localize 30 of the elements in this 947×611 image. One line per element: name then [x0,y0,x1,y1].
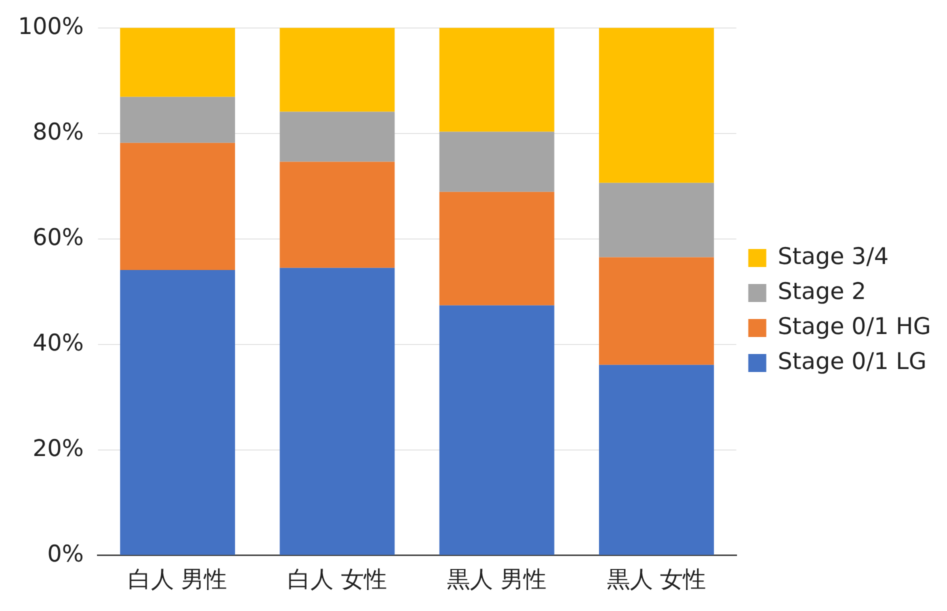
legend-label: Stage 0/1 HG [778,314,931,340]
bar [599,257,714,365]
y-tick-label: 20% [32,436,84,462]
bar [439,28,554,132]
x-tick-label: 黒人 女性 [606,567,706,594]
bar [120,28,236,97]
y-tick-label: 100% [18,14,84,40]
bar [280,162,395,268]
bar [120,270,236,555]
bar [439,132,554,192]
bar [599,28,714,183]
legend-label: Stage 2 [778,278,866,305]
x-tick-label: 黒人 男性 [447,567,546,594]
legend-label: Stage 0/1 LG [778,348,927,375]
bar [439,192,554,306]
y-tick-label: 0% [47,541,84,568]
bar [120,142,236,270]
bar [280,112,395,162]
x-tick-label: 白人 女性 [288,567,387,594]
x-tick-label: 白人 男性 [128,567,228,594]
bar [439,305,554,555]
bar [599,182,714,258]
y-tick-label: 40% [32,330,84,356]
legend-label: Stage 3/4 [778,244,889,270]
bar [120,96,236,143]
bar [599,364,714,555]
bar [280,28,395,112]
y-tick-label: 60% [32,224,84,251]
y-tick-label: 80% [32,119,84,146]
bar [280,268,395,555]
